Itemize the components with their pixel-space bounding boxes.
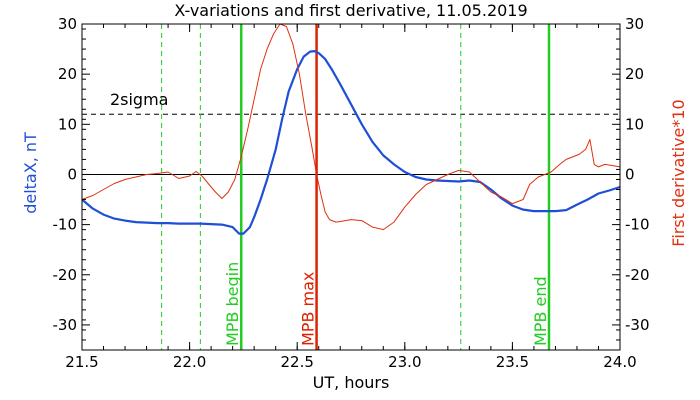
x-tick-label: 23.0 <box>388 353 421 371</box>
x-tick-label: 23.5 <box>496 353 529 371</box>
vertical-lines-layer <box>161 24 551 350</box>
series-layer <box>81 23 621 235</box>
y-right-tick-label: -10 <box>625 216 650 234</box>
y-right-tick-label: 20 <box>625 65 644 83</box>
y-right-tick-label: 0 <box>625 165 635 183</box>
y-left-tick-label: 0 <box>67 165 77 183</box>
y-left-tick-label: -30 <box>53 316 78 334</box>
y-right-tick-label: -30 <box>625 316 650 334</box>
x-tick-label: 24.0 <box>603 353 636 371</box>
x-tick-label: 22.5 <box>280 353 313 371</box>
plot-frame <box>81 23 621 351</box>
x-tick-label: 21.5 <box>65 353 98 371</box>
derivative-series-line <box>81 23 621 231</box>
y-left-tick-label: 30 <box>58 15 77 33</box>
mpb-end-label: MPB end <box>531 276 550 346</box>
y-left-tick-label: 20 <box>58 65 77 83</box>
y-axis-left-title: deltaX, nT <box>21 132 40 214</box>
y-right-tick-label: 30 <box>625 15 644 33</box>
deltax-series-line <box>81 49 621 235</box>
mpb-begin-label: MPB begin <box>223 262 242 346</box>
chart-title: X-variations and first derivative, 11.05… <box>174 1 527 20</box>
y-axis-right-title: First derivative*10 <box>669 99 688 246</box>
y-left-tick-label: 10 <box>58 115 77 133</box>
x-tick-label: 22.0 <box>173 353 206 371</box>
y-left-tick-label: -20 <box>53 266 78 284</box>
axes-layer: 21.5 22.0 22.5 23.0 23.5 24.0 -30 -30 -20 -20 -10 -… <box>53 15 650 371</box>
mpb-max-label: MPB max <box>299 272 318 346</box>
two-sigma-label: 2sigma <box>110 90 169 109</box>
y-left-tick-label: -10 <box>53 216 78 234</box>
y-right-tick-label: -20 <box>625 266 650 284</box>
reference-lines-layer <box>82 113 620 175</box>
label-layer: MPB begin MPB max MPB end 2sigma <box>110 90 550 346</box>
y-right-tick-label: 10 <box>625 115 644 133</box>
x-axis-title: UT, hours <box>313 373 390 392</box>
